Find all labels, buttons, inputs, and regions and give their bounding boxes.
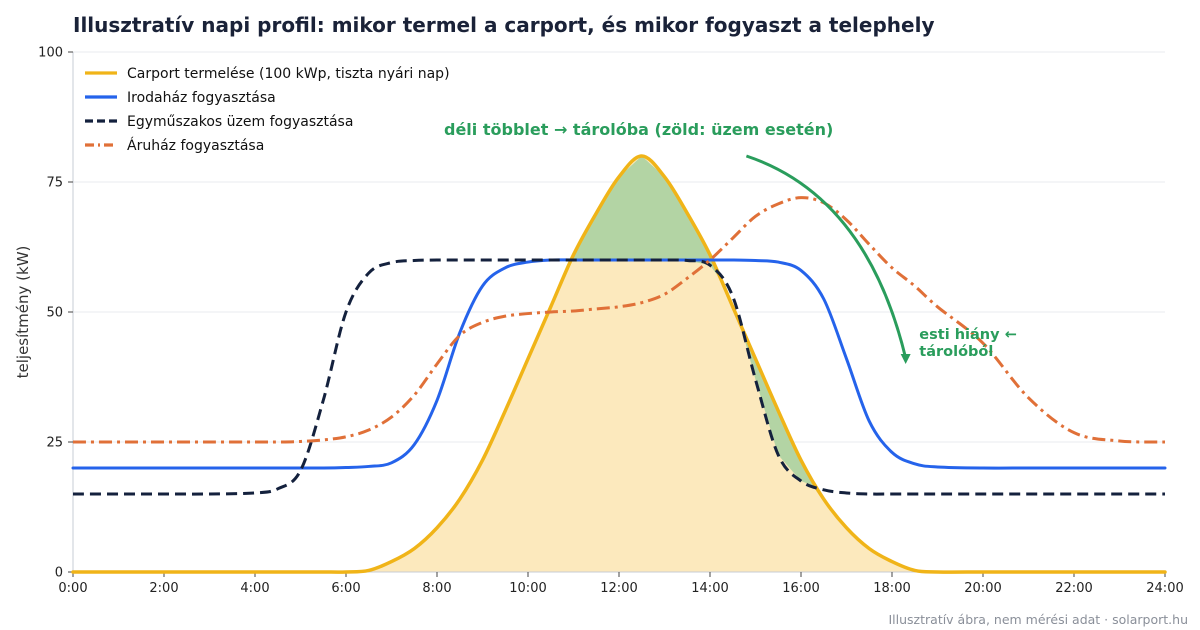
x-tick-label: 22:00: [1055, 581, 1092, 596]
legend-label-4: Áruház fogyasztása: [127, 137, 264, 154]
y-tick-label: 25: [46, 436, 63, 451]
chart-title: Illusztratív napi profil: mikor termel a…: [73, 13, 934, 37]
x-tick-label: 8:00: [422, 581, 451, 596]
annotations: déli többlet → tárolóba (zöld: üzem eset…: [444, 120, 1017, 364]
series-line-4: [73, 196, 1166, 444]
axes: 0 25 50 75 100 0:00 2:00 4:00 6:00 8:00 10:00 12:00…: [38, 46, 1184, 597]
x-tick-label: 24:00: [1146, 581, 1183, 596]
annotation-text-3: tárolóból: [919, 344, 993, 360]
legend: Carport termelése (100 kWp, tiszta nyári…: [85, 66, 450, 154]
x-tick-label: 6:00: [331, 581, 360, 596]
x-tick-label: 4:00: [240, 581, 269, 596]
x-tick-label: 14:00: [691, 581, 728, 596]
annotation-arrow: [745, 154, 908, 359]
annotation-arrowhead: [900, 354, 911, 364]
production-area-fill: [73, 156, 1165, 573]
surplus-area-fill: [573, 156, 815, 487]
x-tick-label: 16:00: [782, 581, 819, 596]
x-tick-label: 0:00: [58, 581, 87, 596]
x-tick-label: 12:00: [600, 581, 637, 596]
series-line-3: [73, 258, 1165, 496]
legend-label-1: Carport termelése (100 kWp, tiszta nyári…: [127, 66, 450, 82]
y-tick-label: 50: [46, 306, 63, 321]
legend-label-3: Egyműszakos üzem fogyasztása: [127, 114, 353, 130]
area-fills: [73, 156, 1165, 573]
x-tick-label: 20:00: [964, 581, 1001, 596]
y-axis-label: teljesítmény (kW): [14, 246, 32, 379]
annotation-text-2: esti hiány ←: [919, 327, 1016, 343]
annotation-text-1: déli többlet → tárolóba (zöld: üzem eset…: [444, 120, 833, 139]
series-lines: [71, 154, 1167, 574]
series-line-1: [71, 154, 1167, 574]
x-tick-label: 10:00: [509, 581, 546, 596]
x-tick-label: 18:00: [873, 581, 910, 596]
legend-label-2: Irodaház fogyasztása: [127, 90, 276, 106]
y-tick-label: 0: [55, 566, 63, 581]
footer-note: Illusztratív ábra, nem mérési adat · sol…: [888, 612, 1188, 627]
x-tick-label: 2:00: [149, 581, 178, 596]
y-tick-label: 100: [38, 46, 63, 61]
y-tick-label: 75: [46, 176, 63, 191]
